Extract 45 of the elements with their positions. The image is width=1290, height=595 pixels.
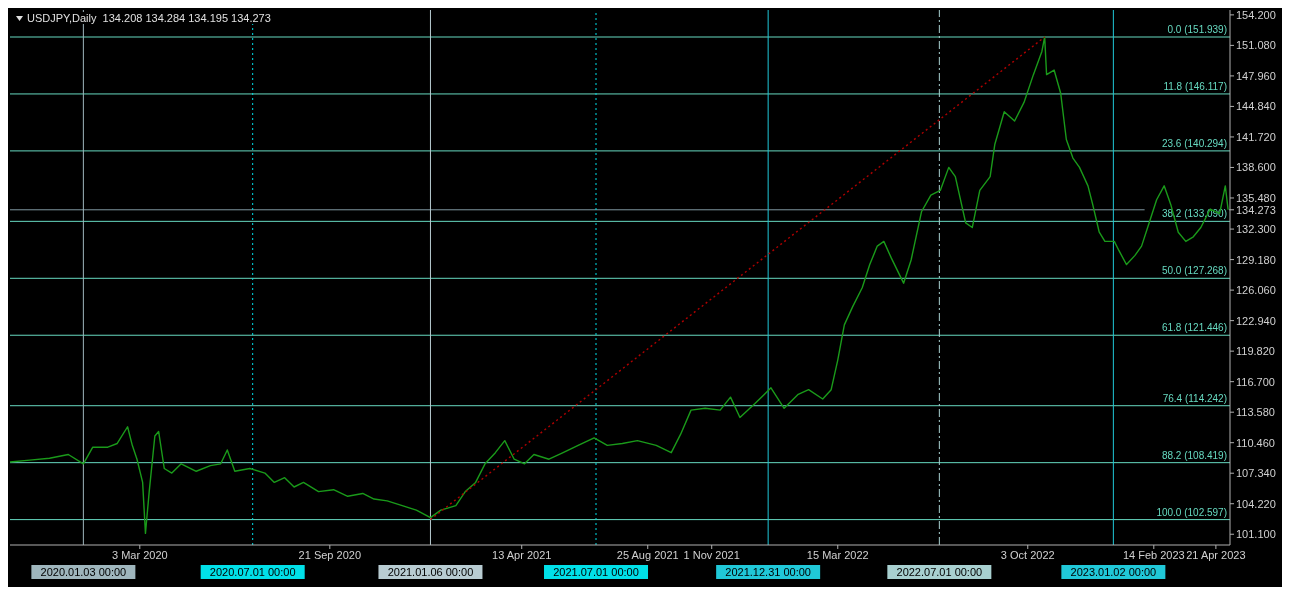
ref-line-label: 2021.12.31 00:00	[725, 566, 811, 578]
y-tick-label: 141.720	[1236, 130, 1276, 143]
x-tick-label: 3 Oct 2022	[1000, 548, 1055, 561]
ref-line-label: 2021.07.01 00:00	[553, 566, 639, 578]
y-tick-label: 104.220	[1236, 497, 1276, 510]
x-tick-label: 21 Apr 2023	[1186, 548, 1246, 561]
y-tick-label: 129.180	[1236, 253, 1276, 266]
y-tick-label: 122.940	[1236, 314, 1276, 327]
ref-line-label: 0.0 (151.939)	[1167, 24, 1227, 35]
ref-line-label: 11.8 (146.117)	[1163, 80, 1227, 92]
ref-line-label: 23.6 (140.294)	[1161, 137, 1227, 149]
y-tick-label: 135.480	[1236, 191, 1276, 204]
y-tick-label: 154.200	[1236, 8, 1276, 21]
y-tick-label: 132.300	[1236, 222, 1276, 235]
y-tick-label: 101.100	[1236, 528, 1276, 541]
y-tick-label: 134.273	[1236, 203, 1276, 216]
y-tick-label: 144.840	[1236, 100, 1276, 113]
ref-line-label: 61.8 (121.446)	[1161, 322, 1227, 334]
chart-title: USDJPY,Daily 134.208 134.284 134.195 134.273	[27, 12, 271, 24]
y-tick-label: 147.960	[1236, 69, 1276, 82]
ref-line-label: 76.4 (114.242)	[1162, 392, 1227, 404]
ref-line-label: 2022.07.01 00:00	[896, 566, 983, 578]
ref-line-label: 2020.01.03 00:00	[40, 566, 127, 578]
x-tick-label: 1 Nov 2021	[683, 548, 740, 561]
ref-line-label: 2020.07.01 00:00	[209, 566, 296, 578]
x-tick-label: 25 Aug 2021	[616, 548, 679, 561]
y-tick-label: 119.820	[1236, 345, 1275, 358]
ref-line-label: 50.0 (127.268)	[1161, 265, 1227, 277]
x-tick-label: 21 Sep 2020	[298, 548, 362, 561]
ref-line-label: 2021.01.06 00:00	[387, 566, 474, 578]
x-tick-label: 14 Feb 2023	[1122, 548, 1185, 561]
y-tick-label: 113.580	[1236, 406, 1275, 419]
x-tick-label: 3 Mar 2020	[111, 548, 168, 561]
y-tick-label: 107.340	[1236, 467, 1276, 480]
ref-line-label: 2023.01.02 00:00	[1070, 566, 1157, 578]
y-tick-label: 110.460	[1236, 436, 1275, 449]
y-tick-label: 116.700	[1236, 375, 1275, 388]
y-tick-label: 151.080	[1236, 39, 1276, 52]
x-tick-label: 13 Apr 2021	[492, 548, 552, 561]
ref-line-label: 88.2 (108.419)	[1161, 449, 1227, 461]
y-tick-label: 138.600	[1236, 161, 1276, 174]
line-series	[10, 36, 1229, 535]
ref-line-label: 100.0 (102.597)	[1156, 506, 1227, 518]
x-tick-label: 15 Mar 2022	[806, 548, 869, 561]
y-tick-label: 126.060	[1236, 284, 1276, 297]
